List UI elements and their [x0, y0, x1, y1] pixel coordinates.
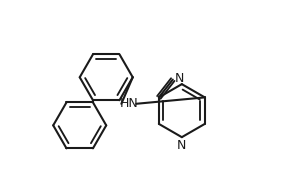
Text: HN: HN: [119, 97, 138, 110]
Text: N: N: [177, 139, 187, 152]
Text: N: N: [175, 72, 184, 85]
